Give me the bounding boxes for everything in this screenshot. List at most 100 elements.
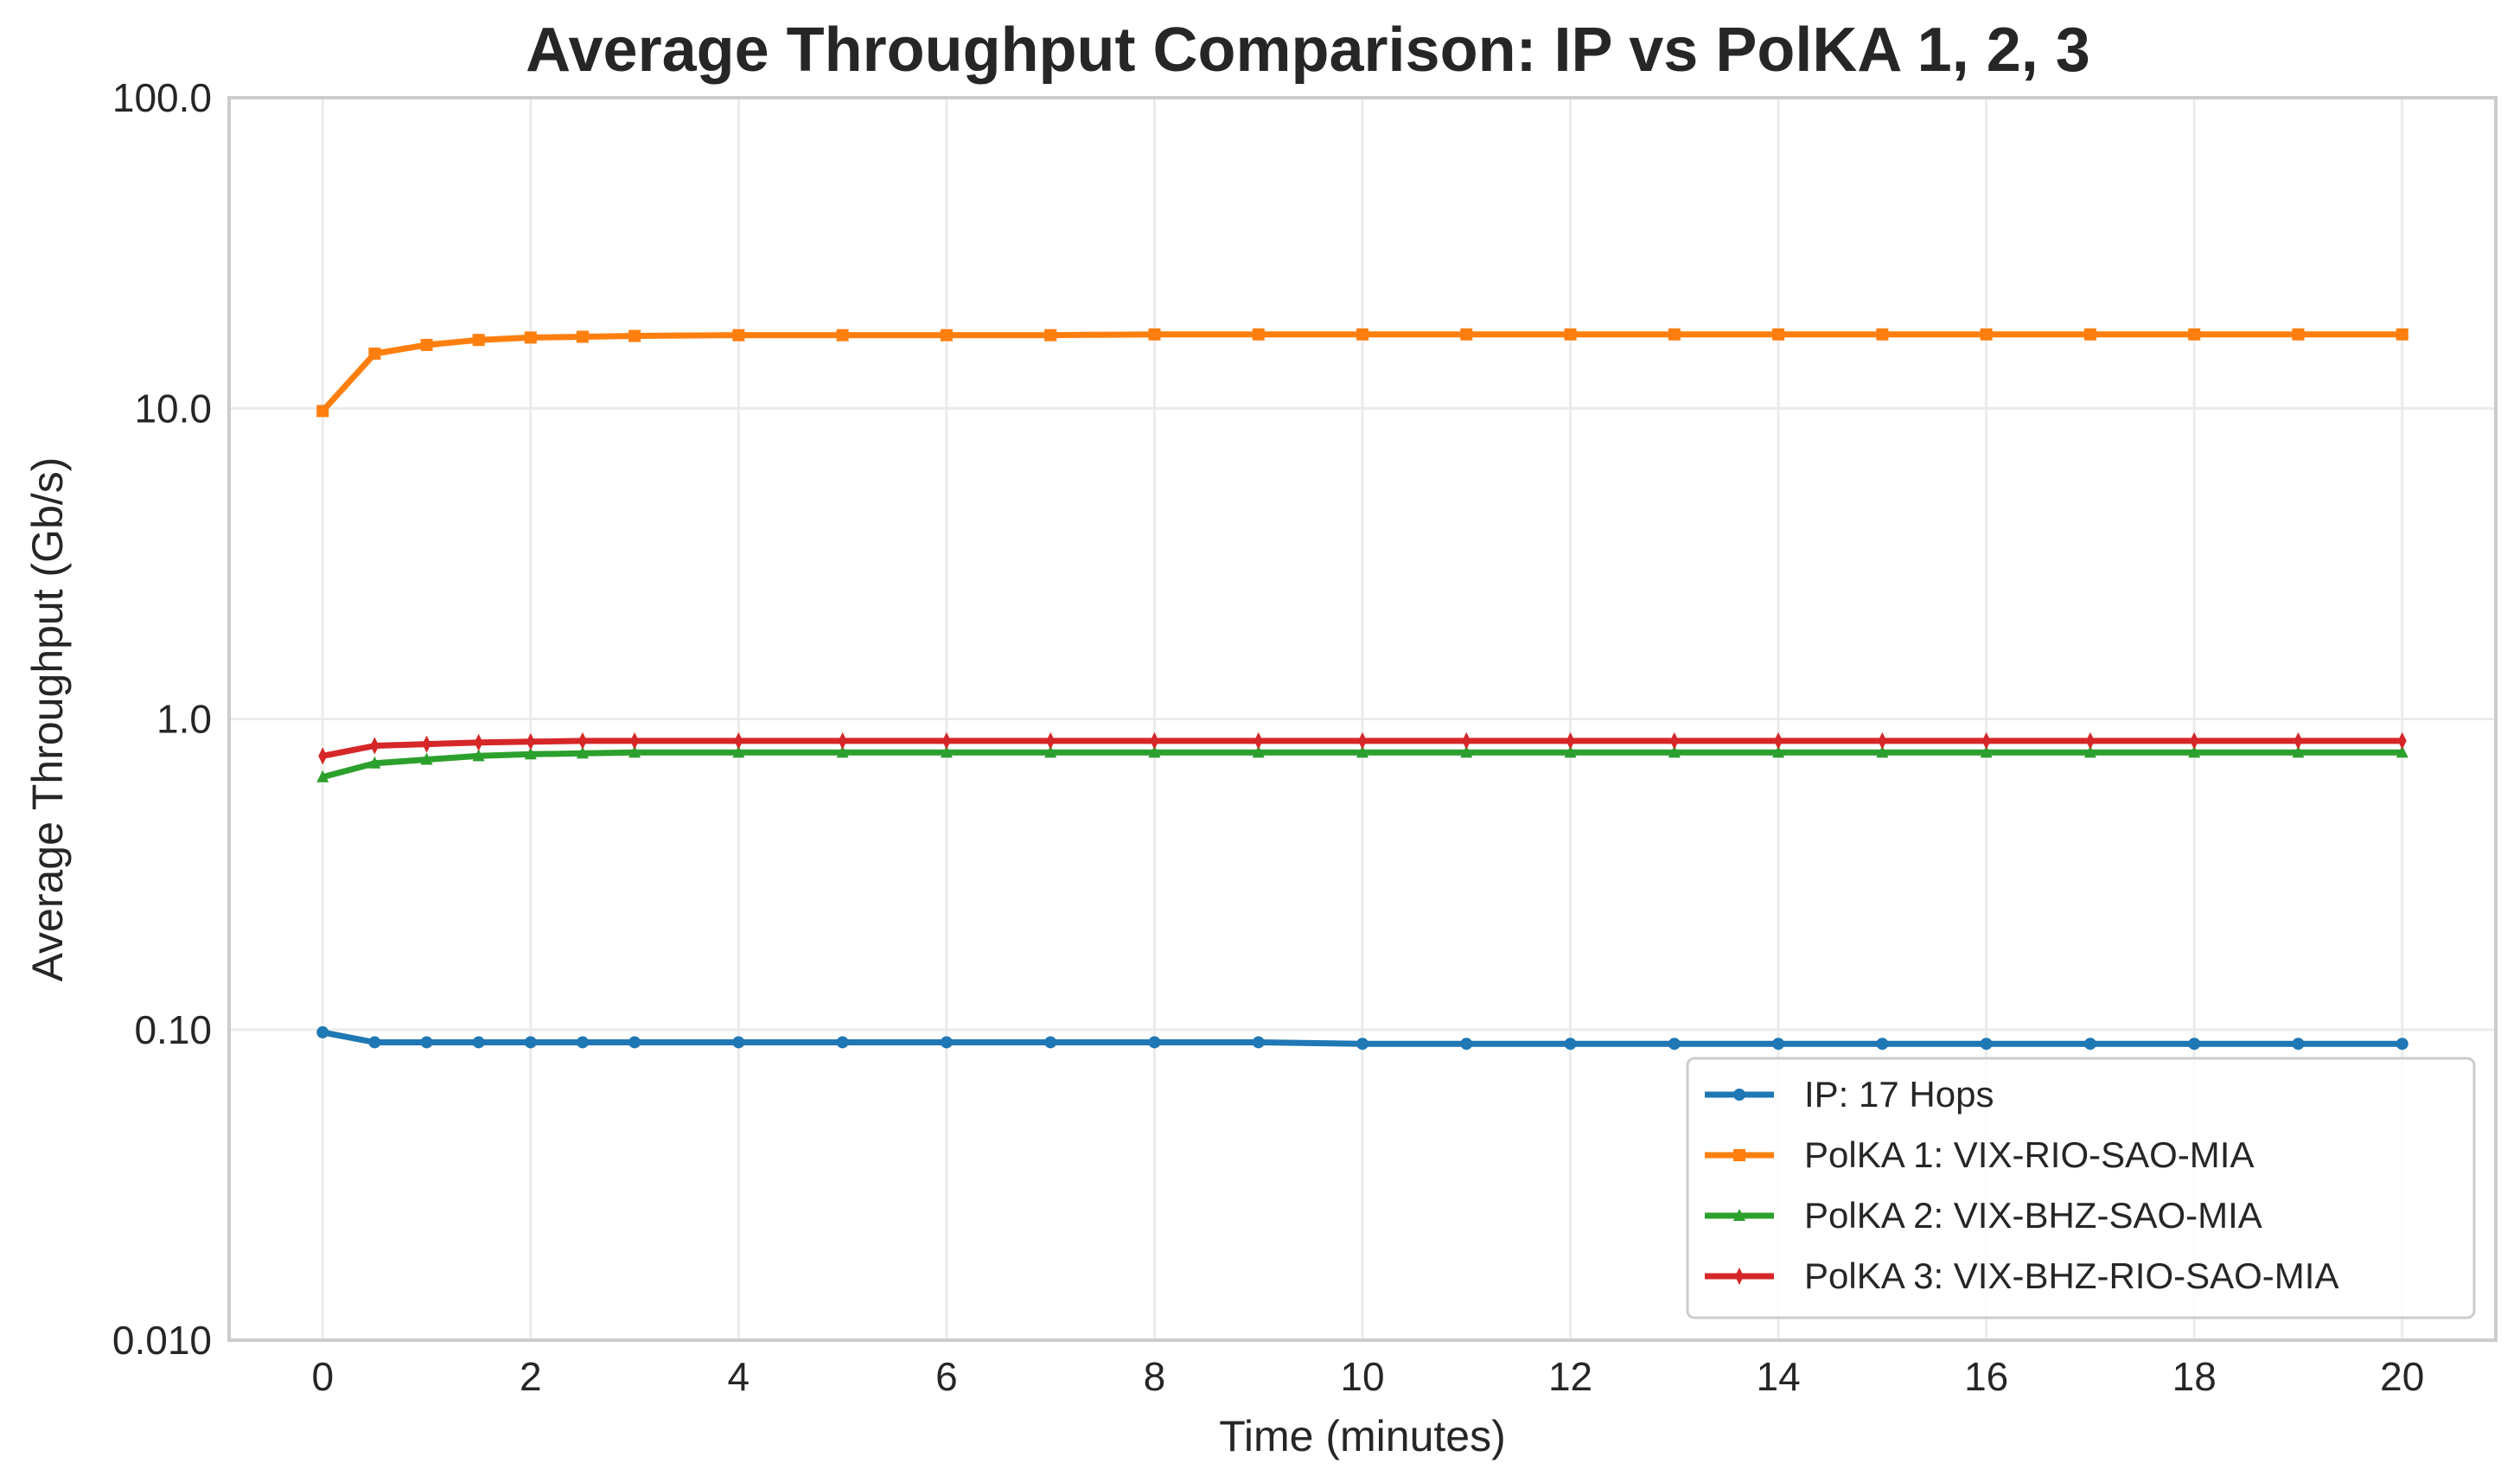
- series-line: [319, 749, 2406, 781]
- data-point: [628, 329, 641, 342]
- data-point: [368, 756, 381, 769]
- data-point: [2188, 328, 2201, 341]
- series-2: [316, 328, 2408, 418]
- data-point: [2396, 745, 2408, 758]
- data-point: [472, 749, 485, 762]
- data-point: [1876, 745, 1889, 758]
- legend-box: [1686, 1057, 2476, 1319]
- data-point: [1980, 1038, 1993, 1051]
- y-tick-label: 10.0: [134, 386, 212, 431]
- data-point: [1252, 328, 1265, 341]
- data-point: [524, 747, 537, 760]
- legend-entry: IP: 17 Hops: [1705, 1074, 1994, 1115]
- data-point: [732, 745, 745, 758]
- data-point: [732, 329, 745, 342]
- data-point: [1462, 731, 1471, 750]
- data-point: [1252, 1036, 1265, 1049]
- data-point: [1356, 328, 1368, 341]
- data-point: [526, 732, 535, 751]
- data-point: [1668, 1038, 1681, 1051]
- data-point: [577, 731, 587, 750]
- data-point: [474, 733, 483, 751]
- data-point: [836, 329, 849, 342]
- data-point: [940, 329, 953, 342]
- x-tick-label: 4: [728, 1354, 750, 1399]
- series-line: [319, 1029, 2406, 1047]
- data-point: [2294, 731, 2303, 750]
- y-tick-label: 1.0: [156, 697, 212, 742]
- data-point: [628, 1036, 641, 1049]
- data-point: [1254, 731, 1263, 750]
- legend-marker: [1733, 1209, 1745, 1221]
- legend-label: PolKA 2: VIX-BHZ-SAO-MIA: [1804, 1195, 2262, 1236]
- y-axis-label: Average Throughput (Gb/s): [23, 457, 72, 982]
- data-point: [1669, 731, 1679, 750]
- x-tick-label: 20: [2380, 1354, 2424, 1399]
- legend-label: IP: 17 Hops: [1804, 1074, 1994, 1115]
- data-point: [1044, 745, 1057, 758]
- data-point: [2188, 1038, 2201, 1051]
- data-point: [368, 1036, 381, 1049]
- data-point: [1876, 1038, 1889, 1051]
- legend-entry: PolKA 2: VIX-BHZ-SAO-MIA: [1705, 1195, 2262, 1236]
- legend-label: PolKA 3: VIX-BHZ-RIO-SAO-MIA: [1804, 1255, 2338, 1296]
- series-line: [319, 738, 2406, 759]
- data-point: [734, 731, 743, 750]
- series-3: [316, 745, 2408, 783]
- data-point: [1668, 745, 1681, 758]
- data-point: [1252, 745, 1265, 758]
- x-tick-label: 16: [1964, 1354, 2008, 1399]
- data-point: [1980, 328, 1993, 341]
- data-point: [836, 745, 849, 758]
- data-point: [1148, 745, 1161, 758]
- data-point: [420, 752, 433, 765]
- data-point: [2083, 1038, 2096, 1051]
- legend-marker: [1733, 1149, 1745, 1161]
- data-point: [630, 731, 640, 750]
- data-point: [316, 1025, 329, 1038]
- data-point: [2188, 745, 2201, 758]
- x-tick-label: 10: [1340, 1354, 1384, 1399]
- data-point: [1772, 1038, 1785, 1051]
- data-point: [420, 1036, 433, 1049]
- data-point: [836, 1036, 849, 1049]
- data-point: [1566, 731, 1575, 750]
- tick-labels: 0 2 4 6 8 10 12 14 16 18 20 0.010 0.10 1.0 10.0 100.0: [112, 75, 2424, 1399]
- data-point: [2190, 731, 2199, 750]
- data-point: [940, 1036, 953, 1049]
- data-point: [1980, 745, 1993, 758]
- legend-entry: PolKA 3: VIX-BHZ-RIO-SAO-MIA: [1705, 1255, 2338, 1296]
- x-tick-label: 6: [935, 1354, 958, 1399]
- plot-frame: [227, 96, 2498, 1342]
- data-point: [576, 330, 589, 343]
- data-point: [472, 334, 485, 347]
- data-point: [1356, 1038, 1368, 1051]
- x-tick-label: 2: [520, 1354, 542, 1399]
- data-point: [1460, 1038, 1473, 1051]
- series-1: [316, 1025, 2408, 1051]
- data-point: [368, 347, 381, 360]
- data-point: [1774, 731, 1783, 750]
- y-tick-label: 0.010: [112, 1318, 212, 1363]
- legend-label: PolKA 1: VIX-RIO-SAO-MIA: [1804, 1134, 2254, 1175]
- data-point: [316, 770, 329, 783]
- data-point: [1564, 328, 1577, 341]
- data-point: [2085, 731, 2095, 750]
- data-point: [2292, 328, 2305, 341]
- data-point: [2396, 328, 2408, 341]
- data-point: [1564, 1038, 1577, 1051]
- data-point: [316, 405, 329, 418]
- data-point: [318, 747, 328, 765]
- data-point: [1356, 745, 1368, 758]
- data-point: [1878, 731, 1887, 750]
- series-4: [318, 731, 2407, 765]
- data-point: [940, 745, 953, 758]
- y-tick-label: 0.10: [134, 1007, 212, 1052]
- legend-entry: PolKA 1: VIX-RIO-SAO-MIA: [1705, 1134, 2254, 1175]
- data-point: [1668, 328, 1681, 341]
- data-point: [2292, 745, 2305, 758]
- legend-marker: [1735, 1268, 1744, 1285]
- series-line: [319, 331, 2406, 414]
- x-tick-label: 12: [1548, 1354, 1592, 1399]
